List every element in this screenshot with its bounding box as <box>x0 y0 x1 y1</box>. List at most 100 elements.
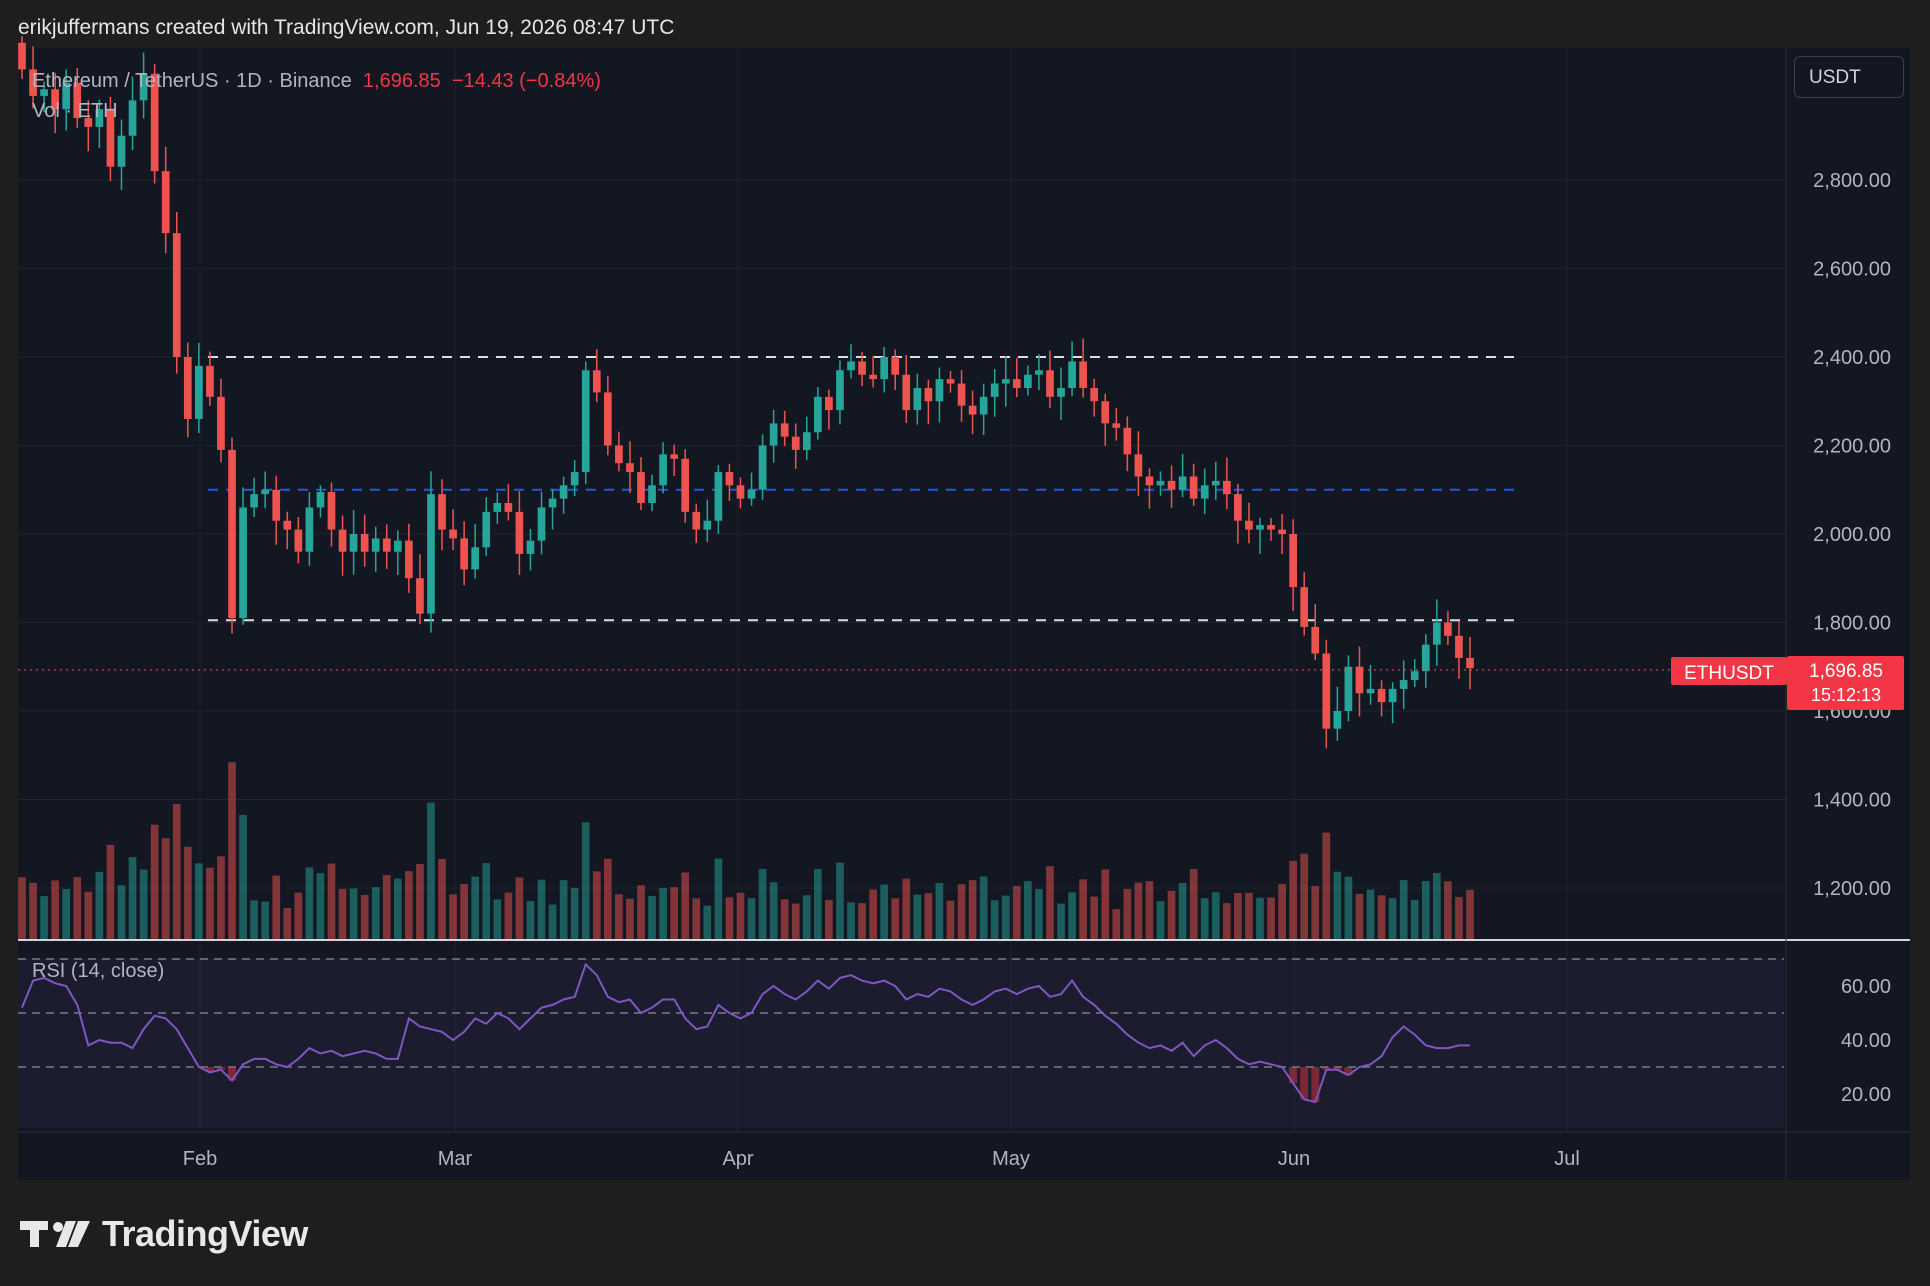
candle-body <box>493 503 502 512</box>
volume-bar <box>438 858 446 940</box>
price-tick-label: 2,600.00 <box>1813 259 1891 281</box>
candle-body <box>1278 529 1286 534</box>
candle-body <box>1289 534 1297 588</box>
candle-body <box>836 370 844 411</box>
volume-bar <box>460 884 468 940</box>
volume-bar <box>1012 885 1021 940</box>
candle-body <box>161 171 170 234</box>
volume-bar <box>1399 879 1408 940</box>
volume-bar <box>769 882 778 940</box>
candle-body <box>758 445 767 490</box>
horizontal-levels <box>208 356 1522 622</box>
volume-bar <box>1134 882 1143 940</box>
volume-bar <box>1167 890 1176 940</box>
candle-body <box>1399 680 1408 689</box>
volume-bar <box>338 888 347 940</box>
candle-body <box>1388 688 1397 703</box>
volume-bar <box>714 858 723 940</box>
volume-bar <box>979 876 988 940</box>
tradingview-logo-text: TradingView <box>102 1213 308 1254</box>
volume-bar <box>957 884 966 940</box>
time-axis[interactable]: Feb Mar Apr May Jun Jul <box>183 1148 1580 1170</box>
price-tick-label: 1,800.00 <box>1813 613 1891 635</box>
volume-bar <box>1322 832 1331 940</box>
candle-body <box>338 529 347 552</box>
volume-bar <box>1333 871 1342 940</box>
candle-body <box>62 82 71 110</box>
volume-bar <box>1344 876 1353 940</box>
candle-body <box>1211 480 1220 486</box>
last-price-tag: ETHUSDT 1,696.85 15:12:13 <box>1671 656 1904 710</box>
candle-body <box>1410 671 1419 681</box>
candle-body <box>239 507 247 619</box>
time-tick-label: Feb <box>183 1148 217 1170</box>
candle-body <box>106 109 115 167</box>
volume-bar <box>548 904 557 940</box>
candle-body <box>84 118 93 127</box>
volume-bar <box>1311 885 1320 940</box>
price-tick-label: 2,800.00 <box>1813 170 1891 192</box>
volume-bar <box>1421 881 1430 940</box>
candle-body <box>548 498 557 508</box>
volume-bar <box>1433 873 1441 940</box>
candle-body <box>294 529 303 552</box>
volume-bar <box>51 880 59 940</box>
volume-bar <box>1200 898 1209 940</box>
volume-bar <box>316 873 325 940</box>
volume-bar <box>1300 853 1309 940</box>
time-tick-label: Apr <box>722 1148 753 1170</box>
volume-bars <box>18 762 1474 940</box>
volume-bar <box>537 879 546 940</box>
volume-bar <box>18 877 26 940</box>
volume-bar <box>847 902 855 940</box>
volume-bar <box>891 898 900 940</box>
volume-bar <box>659 888 667 940</box>
volume-bar <box>1024 881 1032 940</box>
candle-body <box>1167 480 1176 490</box>
candle-body <box>570 472 579 486</box>
volume-bar <box>239 814 247 940</box>
volume-bar <box>84 891 93 940</box>
volume-bar <box>1355 893 1364 940</box>
candle-body <box>250 494 258 508</box>
candle-body <box>1145 476 1154 486</box>
candle-body <box>648 485 656 504</box>
candle-body <box>990 383 999 397</box>
price-axis[interactable]: 2,800.00 2,600.00 2,400.00 2,200.00 2,000.00… <box>1813 170 1891 900</box>
volume-bar <box>1466 889 1474 940</box>
volume-bar <box>1079 879 1087 940</box>
volume-bar <box>382 875 391 940</box>
candle-body <box>1057 387 1065 397</box>
volume-bar <box>592 871 601 940</box>
price-tick-label: 2,200.00 <box>1813 436 1891 458</box>
rsi-line <box>21 962 1470 1104</box>
volume-bar <box>880 884 889 940</box>
chart-background <box>18 48 1910 1180</box>
currency-button[interactable]: USDT <box>1794 56 1904 98</box>
volume-bar <box>802 895 811 940</box>
candle-body <box>946 379 955 384</box>
volume-bar <box>615 894 623 940</box>
volume-bar <box>183 846 192 940</box>
candle-body <box>51 89 59 110</box>
candle-body <box>504 503 513 512</box>
volume-bar <box>913 894 922 940</box>
candle-body <box>747 489 756 499</box>
candle-body <box>471 547 480 570</box>
candle-body <box>360 534 369 552</box>
candle-body <box>1046 370 1054 397</box>
candle-body <box>1001 379 1010 384</box>
time-tick-label: Jun <box>1278 1148 1310 1170</box>
volume-bar <box>1035 888 1043 940</box>
volume-bar <box>261 901 270 940</box>
volume-bar <box>1444 881 1452 940</box>
volume-bar <box>515 877 524 940</box>
candle-body <box>1090 387 1099 402</box>
volume-bar <box>1178 882 1187 940</box>
volume-bar <box>1222 903 1231 940</box>
candle-body <box>1024 374 1032 388</box>
candle-body <box>515 511 524 554</box>
candle-body <box>117 135 126 167</box>
candle-body <box>18 42 26 70</box>
